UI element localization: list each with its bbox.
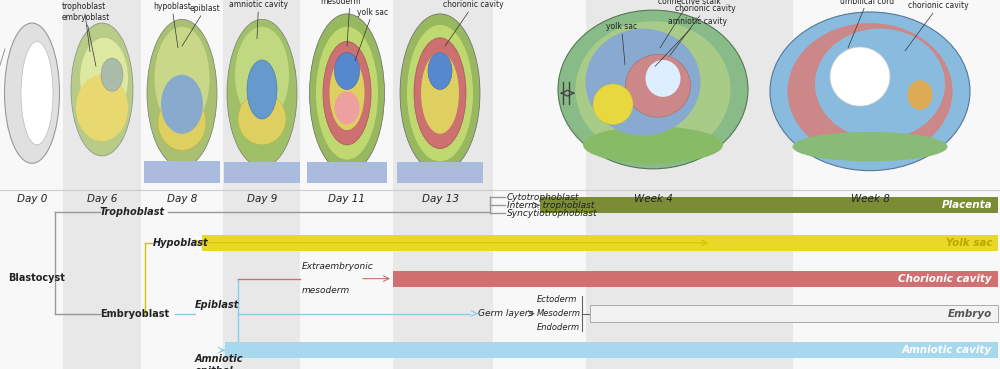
Text: mesoderm: mesoderm bbox=[302, 286, 350, 295]
Text: Day 0: Day 0 bbox=[17, 194, 47, 204]
Ellipse shape bbox=[908, 80, 932, 110]
Ellipse shape bbox=[788, 23, 952, 159]
Bar bbox=[223, 0, 300, 369]
Text: Week 8: Week 8 bbox=[851, 194, 889, 204]
Text: Yolk sac: Yolk sac bbox=[946, 238, 992, 248]
Ellipse shape bbox=[646, 60, 680, 97]
Text: Mesoderm: Mesoderm bbox=[537, 309, 581, 318]
Ellipse shape bbox=[815, 28, 945, 139]
Text: yolk sac: yolk sac bbox=[606, 23, 637, 65]
Ellipse shape bbox=[161, 75, 203, 134]
Text: Embryo: Embryo bbox=[948, 308, 992, 318]
Ellipse shape bbox=[101, 58, 123, 91]
Bar bbox=[202, 235, 998, 251]
Ellipse shape bbox=[71, 23, 133, 156]
Ellipse shape bbox=[80, 38, 128, 119]
Bar bbox=[393, 270, 998, 287]
Ellipse shape bbox=[235, 27, 289, 123]
Text: Endoderm: Endoderm bbox=[537, 323, 580, 332]
Text: Chorionic cavity: Chorionic cavity bbox=[898, 274, 992, 284]
Text: embryoblast: embryoblast bbox=[62, 13, 110, 66]
Bar bbox=[307, 162, 387, 183]
Text: Day 13: Day 13 bbox=[422, 194, 458, 204]
Text: Embryoblast: Embryoblast bbox=[100, 308, 169, 318]
Text: Syncytiotrophoblast: Syncytiotrophoblast bbox=[507, 209, 598, 218]
Ellipse shape bbox=[227, 19, 297, 167]
Text: epithel: epithel bbox=[195, 366, 234, 369]
Bar bbox=[540, 197, 998, 213]
Ellipse shape bbox=[558, 10, 748, 169]
Text: trophoblast: trophoblast bbox=[62, 2, 106, 52]
Ellipse shape bbox=[76, 75, 128, 141]
Ellipse shape bbox=[400, 14, 480, 172]
Text: Week 4: Week 4 bbox=[634, 194, 672, 204]
Ellipse shape bbox=[830, 47, 890, 106]
Text: epiblast: epiblast bbox=[182, 4, 221, 46]
Ellipse shape bbox=[626, 54, 690, 117]
Text: umbilical cord: umbilical cord bbox=[840, 0, 894, 48]
Text: hypoblast: hypoblast bbox=[153, 2, 191, 48]
Ellipse shape bbox=[428, 52, 452, 89]
Text: Trophoblast: Trophoblast bbox=[100, 207, 165, 217]
Bar bbox=[590, 306, 998, 321]
Ellipse shape bbox=[323, 41, 371, 145]
Ellipse shape bbox=[576, 21, 730, 158]
Ellipse shape bbox=[770, 12, 970, 170]
Ellipse shape bbox=[414, 38, 466, 148]
Text: Amniotic cavity: Amniotic cavity bbox=[902, 345, 992, 355]
Ellipse shape bbox=[330, 56, 364, 130]
Bar bbox=[144, 161, 220, 183]
Text: Day 9: Day 9 bbox=[247, 194, 277, 204]
Ellipse shape bbox=[158, 95, 206, 151]
Text: Ectoderm: Ectoderm bbox=[537, 295, 577, 304]
Ellipse shape bbox=[586, 28, 700, 135]
Text: Interm. trophoblast: Interm. trophoblast bbox=[507, 201, 594, 210]
Ellipse shape bbox=[334, 91, 360, 125]
Bar bbox=[63, 0, 141, 369]
Text: Day 8: Day 8 bbox=[167, 194, 197, 204]
Bar bbox=[224, 162, 300, 183]
Text: Extraembryonic: Extraembryonic bbox=[302, 262, 374, 272]
Text: extraembryonic
mesoderm: extraembryonic mesoderm bbox=[320, 0, 381, 46]
Ellipse shape bbox=[334, 52, 360, 89]
Bar bbox=[586, 0, 793, 369]
Text: Amniotic: Amniotic bbox=[195, 354, 244, 364]
Text: Day 6: Day 6 bbox=[87, 194, 117, 204]
Bar bbox=[141, 0, 223, 369]
Text: Cytotrophoblast: Cytotrophoblast bbox=[507, 193, 579, 202]
Text: chorionic cavity: chorionic cavity bbox=[670, 4, 736, 55]
Ellipse shape bbox=[316, 27, 378, 159]
Text: chorionic cavity: chorionic cavity bbox=[443, 0, 504, 46]
Bar bbox=[225, 342, 998, 358]
Ellipse shape bbox=[247, 60, 277, 119]
Bar bbox=[393, 0, 493, 369]
Ellipse shape bbox=[238, 93, 286, 145]
Ellipse shape bbox=[21, 41, 53, 145]
Text: amniotic cavity: amniotic cavity bbox=[655, 17, 727, 66]
Ellipse shape bbox=[154, 27, 210, 130]
Bar bbox=[397, 162, 483, 183]
Ellipse shape bbox=[407, 25, 473, 161]
Bar bbox=[300, 0, 393, 369]
Text: chorionic cavity: chorionic cavity bbox=[905, 1, 969, 51]
Text: Germ layers: Germ layers bbox=[478, 309, 533, 318]
Bar bbox=[793, 0, 1000, 369]
Text: Hypoblast: Hypoblast bbox=[153, 238, 209, 248]
Ellipse shape bbox=[792, 132, 948, 161]
Bar bbox=[0, 0, 63, 369]
Ellipse shape bbox=[147, 19, 217, 167]
Text: amniotic cavity: amniotic cavity bbox=[229, 0, 288, 39]
Ellipse shape bbox=[310, 14, 384, 172]
Text: Blastocyst: Blastocyst bbox=[8, 273, 65, 283]
Text: connective stalk: connective stalk bbox=[658, 0, 721, 48]
Text: yolk sac: yolk sac bbox=[355, 8, 388, 61]
Ellipse shape bbox=[5, 23, 60, 163]
Text: Placenta: Placenta bbox=[941, 200, 992, 210]
Ellipse shape bbox=[583, 126, 723, 163]
Text: Day 11: Day 11 bbox=[328, 194, 366, 204]
Ellipse shape bbox=[593, 84, 633, 125]
Text: Epiblast: Epiblast bbox=[195, 300, 239, 310]
Ellipse shape bbox=[421, 52, 459, 134]
Bar bbox=[493, 0, 586, 369]
